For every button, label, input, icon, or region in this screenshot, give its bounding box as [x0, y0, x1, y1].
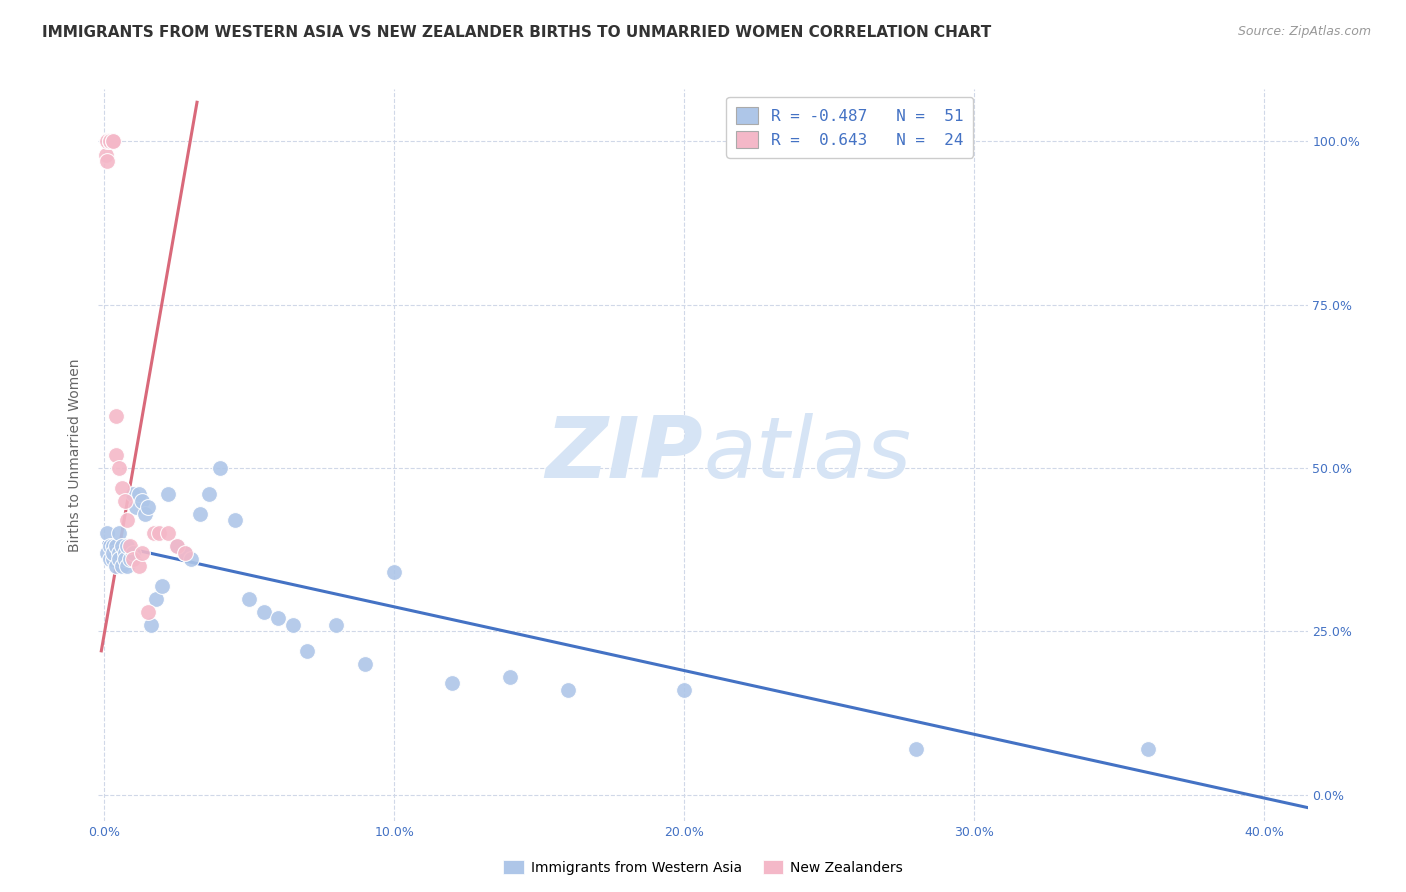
Point [267, 611, 290, 625]
Point [295, 644, 318, 658]
Point [139, 617, 162, 632]
Point [104, 558, 127, 573]
Text: Source: ZipAtlas.com: Source: ZipAtlas.com [1237, 25, 1371, 38]
Point [96, 154, 118, 169]
Point [174, 546, 197, 560]
Point [114, 552, 136, 566]
Text: IMMIGRANTS FROM WESTERN ASIA VS NEW ZEALANDER BIRTHS TO UNMARRIED WOMEN CORRELAT: IMMIGRANTS FROM WESTERN ASIA VS NEW ZEAL… [42, 25, 991, 40]
Point [156, 487, 179, 501]
Point [253, 605, 276, 619]
Point [148, 526, 170, 541]
Point [98, 135, 121, 149]
Point [150, 578, 173, 592]
Point [98, 135, 121, 149]
Point [174, 546, 197, 560]
Point [110, 539, 132, 553]
Point [117, 558, 139, 573]
Point [98, 539, 121, 553]
Point [145, 591, 167, 606]
Point [110, 481, 132, 495]
Point [1137, 741, 1160, 756]
Point [136, 500, 159, 515]
Point [224, 513, 246, 527]
Point [96, 526, 118, 541]
Point [120, 552, 142, 566]
Point [101, 539, 124, 553]
Point [142, 526, 165, 541]
Point [125, 500, 148, 515]
Point [128, 487, 150, 501]
Point [122, 552, 145, 566]
Point [128, 558, 150, 573]
Point [101, 552, 124, 566]
Point [107, 526, 129, 541]
Point [101, 135, 124, 149]
Point [156, 526, 179, 541]
Point [117, 513, 139, 527]
Y-axis label: Births to Unmarried Women: Births to Unmarried Women [69, 359, 83, 551]
Point [114, 546, 136, 560]
Point [238, 591, 260, 606]
Point [107, 461, 129, 475]
Text: atlas: atlas [703, 413, 911, 497]
Point [131, 546, 153, 560]
Point [104, 409, 127, 423]
Point [101, 135, 124, 149]
Point [136, 605, 159, 619]
Point [188, 507, 211, 521]
Point [122, 546, 145, 560]
Point [905, 741, 928, 756]
Point [180, 552, 202, 566]
Point [131, 493, 153, 508]
Point [98, 135, 121, 149]
Point [673, 683, 696, 698]
Point [96, 135, 118, 149]
Point [107, 546, 129, 560]
Point [166, 539, 188, 553]
Point [120, 539, 142, 553]
Point [107, 552, 129, 566]
Text: ZIP: ZIP [546, 413, 703, 497]
Point [117, 539, 139, 553]
Point [98, 552, 121, 566]
Point [114, 493, 136, 508]
Legend: Immigrants from Western Asia, New Zealanders: Immigrants from Western Asia, New Zealan… [498, 855, 908, 880]
Point [325, 617, 347, 632]
Point [354, 657, 377, 671]
Point [441, 676, 464, 690]
Legend: R = -0.487   N =  51, R =  0.643   N =  24: R = -0.487 N = 51, R = 0.643 N = 24 [727, 97, 973, 158]
Point [197, 487, 219, 501]
Point [104, 539, 127, 553]
Point [382, 566, 405, 580]
Point [209, 461, 232, 475]
Point [281, 617, 304, 632]
Point [134, 507, 156, 521]
Point [104, 448, 127, 462]
Point [499, 670, 522, 684]
Point [101, 546, 124, 560]
Point [94, 147, 117, 161]
Point [557, 683, 579, 698]
Point [166, 539, 188, 553]
Point [96, 546, 118, 560]
Point [110, 558, 132, 573]
Point [122, 487, 145, 501]
